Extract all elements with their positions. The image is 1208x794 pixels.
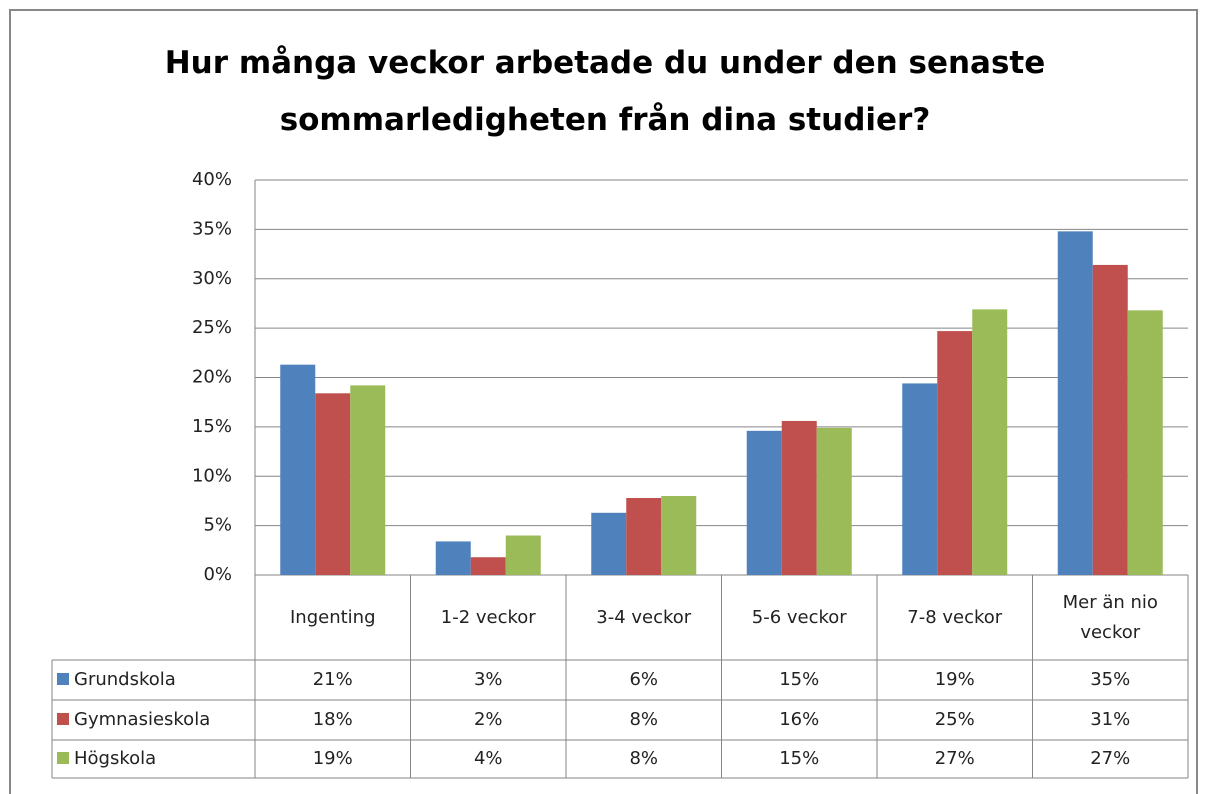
data-label: 8% [629,748,658,769]
y-tick-label: 40% [192,169,232,190]
legend-key [57,752,69,764]
bar [781,420,817,575]
data-label: 15% [779,669,819,690]
y-tick-label: 20% [192,367,232,388]
title-box: Hur många veckor arbetade du under den s… [164,45,1046,138]
bar [626,497,662,575]
legend-key [57,673,69,685]
y-tick-label: 30% [192,268,232,289]
bar [816,427,852,575]
bar [315,393,351,575]
bar [470,557,506,575]
data-label: 18% [313,709,353,730]
data-label: 19% [935,669,975,690]
y-tick-label: 0% [203,564,232,585]
x-tick-label: Mer än nio veckor [1062,591,1158,643]
bar [591,512,627,575]
y-tick-label: 35% [192,218,232,239]
bar [746,430,782,575]
category-box: 7-8 veckor [907,606,1003,628]
legend-label: Högskola [74,748,156,769]
data-label: 19% [313,748,353,769]
data-label: 4% [474,748,503,769]
data-label: 2% [474,709,503,730]
data-label: 15% [779,748,819,769]
data-label: 6% [629,669,658,690]
y-tick-label: 15% [192,416,232,437]
y-tick-label: 25% [192,317,232,338]
bar [505,535,541,575]
x-tick-label: Ingenting [289,606,376,628]
data-label: 8% [629,709,658,730]
data-label: 27% [1090,748,1130,769]
category-box: 5-6 veckor [751,606,847,628]
data-label: 16% [779,709,819,730]
bar [1127,310,1163,575]
y-tick-label: 10% [192,465,232,486]
category-box: 3-4 veckor [596,606,692,628]
x-tick-label: 3-4 veckor [596,606,692,628]
bar [435,541,471,575]
data-label: 27% [935,748,975,769]
data-label: 25% [935,709,975,730]
x-tick-label: 1-2 veckor [440,606,536,628]
bar [902,383,938,575]
category-box: Ingenting [289,606,376,628]
bar [972,309,1008,575]
x-tick-label: 5-6 veckor [751,606,847,628]
x-tick-label: 7-8 veckor [907,606,1003,628]
data-label: 3% [474,669,503,690]
bar [280,364,316,575]
data-label: 21% [313,669,353,690]
bar [937,331,973,575]
category-box: Mer än nio veckor [1062,591,1158,643]
legend-label: Gymnasieskola [74,709,210,730]
bar [1092,264,1128,575]
y-tick-label: 5% [203,515,232,536]
legend-label: Grundskola [74,669,176,690]
data-label: 35% [1090,669,1130,690]
bar [1057,231,1093,575]
chart-title: Hur många veckor arbetade du under den s… [164,45,1046,138]
legend-key [57,713,69,725]
bar [350,385,386,575]
category-box: 1-2 veckor [440,606,536,628]
bar [661,496,697,575]
data-label: 31% [1090,709,1130,730]
